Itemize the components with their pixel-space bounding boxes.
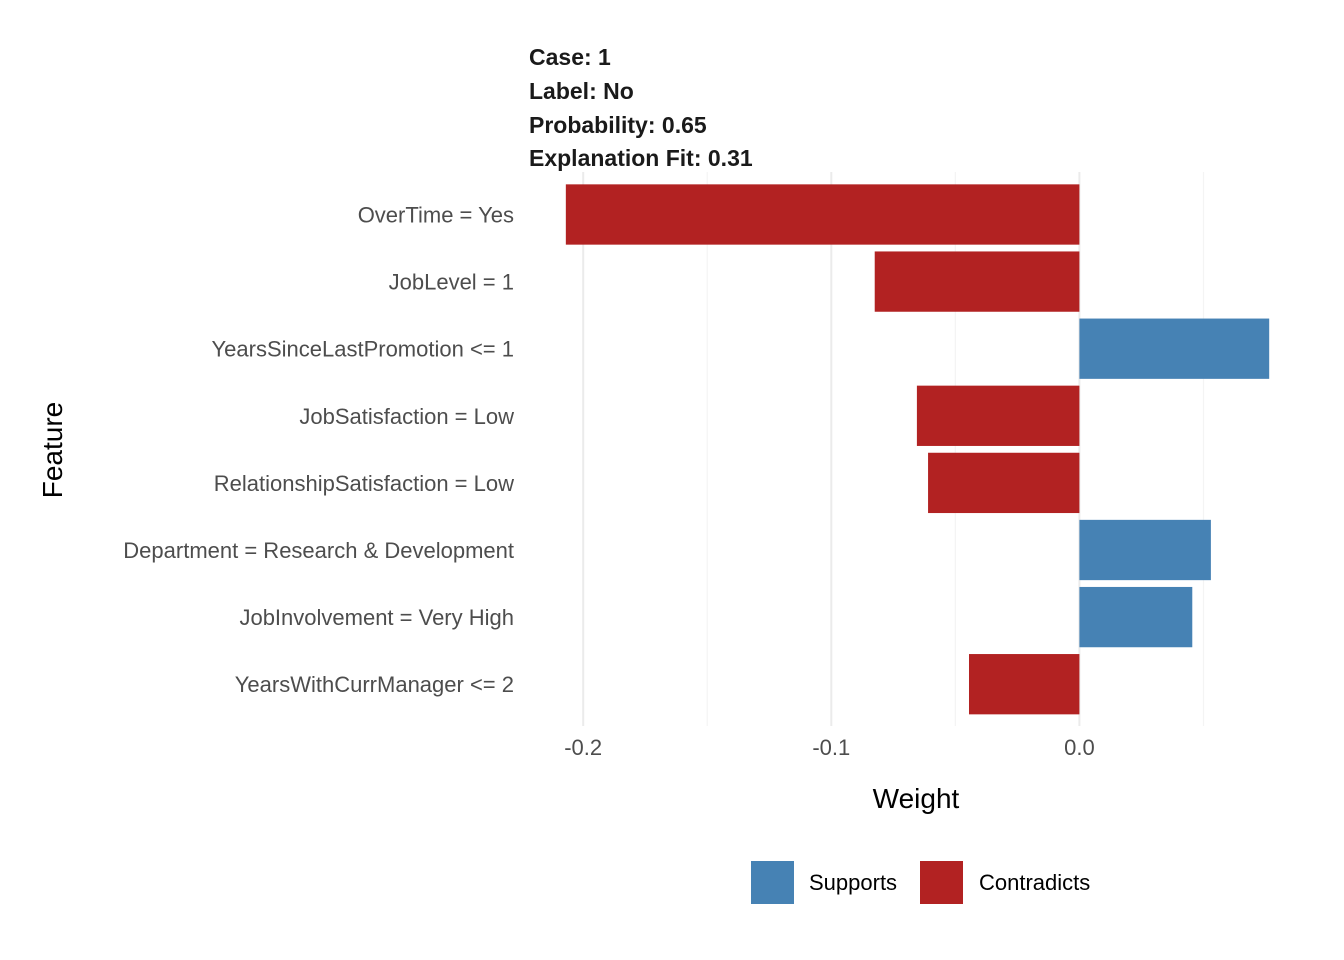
- bars: [565, 184, 1270, 715]
- header-probability: Probability: 0.65: [529, 112, 707, 138]
- x-axis-title: Weight: [873, 783, 960, 814]
- bar: [1079, 586, 1193, 648]
- feature-label: JobSatisfaction = Low: [299, 404, 514, 429]
- legend: Supports Contradicts: [751, 861, 1090, 904]
- feature-label: YearsSinceLastPromotion <= 1: [212, 337, 515, 362]
- feature-label: YearsWithCurrManager <= 2: [235, 672, 514, 697]
- x-tick-label: 0.0: [1064, 735, 1095, 760]
- bar: [874, 251, 1080, 312]
- legend-label-supports: Supports: [809, 870, 897, 895]
- feature-label: JobInvolvement = Very High: [239, 605, 514, 630]
- header-label: Label: No: [529, 78, 634, 104]
- feature-labels: OverTime = Yes JobLevel = 1 YearsSinceLast…: [123, 203, 514, 698]
- bar: [1079, 519, 1211, 581]
- chart-header: Case: 1 Label: No Probability: 0.65 Expl…: [529, 44, 753, 171]
- bar: [916, 385, 1080, 446]
- bar: [565, 184, 1080, 245]
- feature-label: Department = Research & Development: [123, 538, 514, 563]
- bar: [968, 654, 1080, 715]
- header-case: Case: 1: [529, 44, 611, 70]
- legend-label-contradicts: Contradicts: [979, 870, 1090, 895]
- bar: [928, 452, 1080, 514]
- header-explanation-fit: Explanation Fit: 0.31: [529, 145, 753, 171]
- feature-label: RelationshipSatisfaction = Low: [214, 471, 514, 496]
- legend-key-contradicts: [920, 861, 963, 904]
- x-tick-labels: -0.2 -0.1 0.0: [564, 735, 1094, 760]
- feature-label: OverTime = Yes: [358, 203, 514, 228]
- x-tick-label: -0.1: [812, 735, 850, 760]
- bar: [1079, 318, 1270, 379]
- legend-key-supports: [751, 861, 794, 904]
- feature-label: JobLevel = 1: [389, 270, 514, 295]
- y-axis-title: Feature: [37, 402, 68, 499]
- x-tick-label: -0.2: [564, 735, 602, 760]
